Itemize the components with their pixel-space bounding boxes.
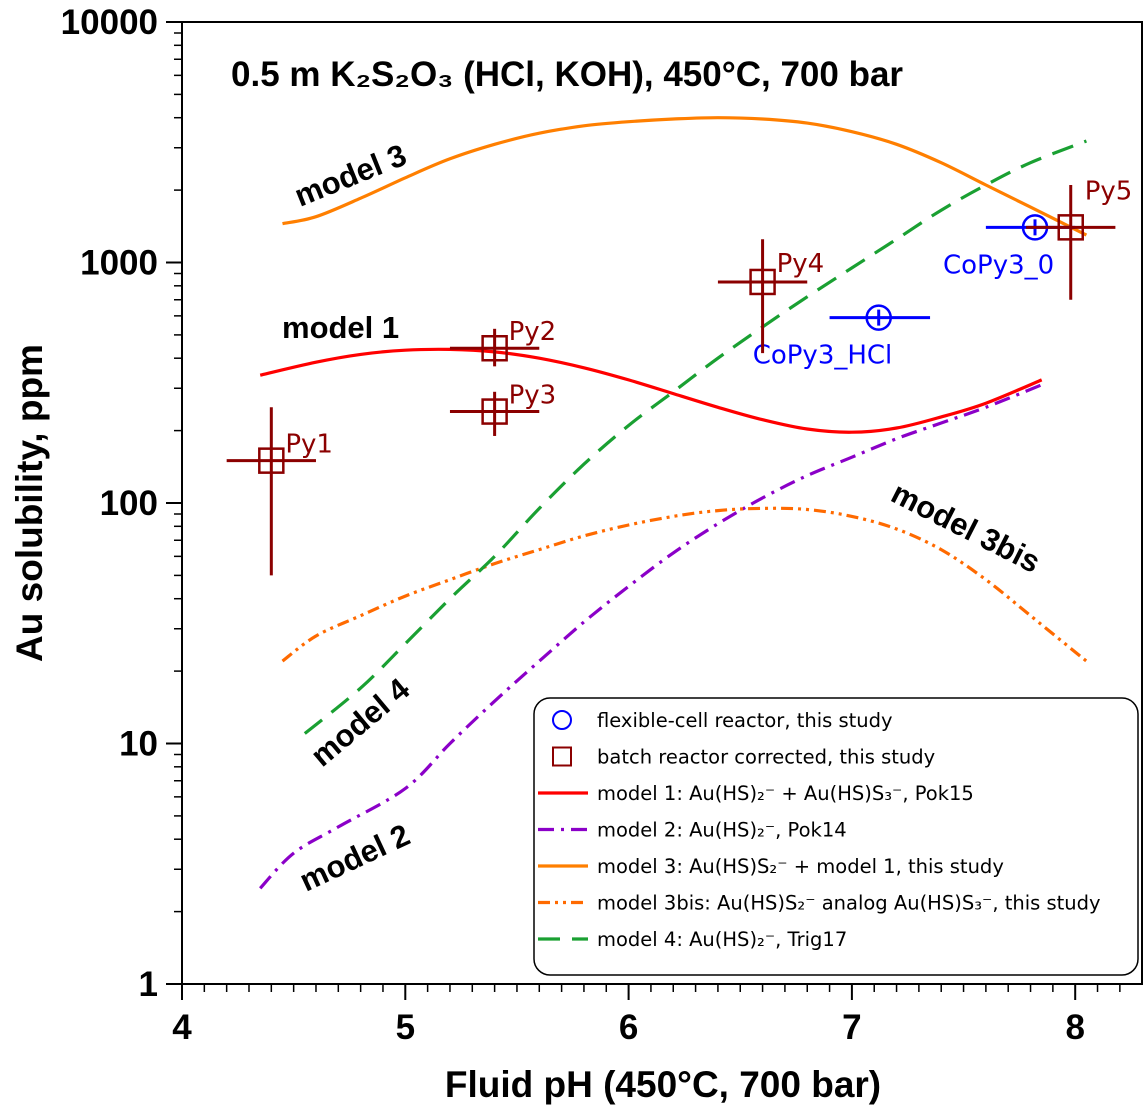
x-tick-label: 7	[842, 1008, 861, 1047]
x-tick-label: 4	[172, 1008, 192, 1047]
legend: flexible-cell reactor, this study batch r…	[533, 697, 1139, 976]
curve-model-3bis	[281, 506, 1088, 663]
x-tick-label: 8	[1065, 1008, 1084, 1047]
legend-entry: flexible-cell reactor, this study	[552, 709, 893, 732]
legend-label: batch reactor corrected, this study	[597, 746, 935, 769]
x-tick-label: 6	[619, 1008, 638, 1047]
point-marker-square	[481, 334, 508, 362]
legend-label: model 1: Au(HS)₂⁻ + Au(HS)S₃⁻, Pok15	[597, 782, 974, 805]
point-label: CoPy3_HCl	[753, 341, 893, 371]
y-tick-label: 10	[119, 725, 158, 764]
y-tick-label: 1	[139, 965, 158, 1004]
x-axis-label: Fluid pH (450°C, 700 bar)	[445, 1064, 881, 1105]
legend-entry: model 3: Au(HS)S₂⁻ + model 1, this study	[538, 855, 1004, 878]
y-tick-label: 10000	[61, 3, 158, 42]
curve-model-1	[259, 347, 1043, 434]
legend-entry: batch reactor corrected, this study	[552, 746, 935, 769]
x-tick-label: 5	[396, 1008, 415, 1047]
point-label: Py1	[285, 430, 333, 460]
point-marker-square	[1057, 214, 1084, 241]
curve-label: model 1	[282, 310, 399, 345]
data-points: CoPy3_0 CoPy3_HCl Py1 Py2 Py3 Py4 Py5	[226, 176, 1133, 576]
point-marker-square	[481, 398, 508, 425]
point-marker-circle	[865, 304, 892, 331]
y-tick-label: 1000	[80, 244, 158, 283]
legend-symbol-circle	[552, 710, 572, 730]
data-point: Py5	[1026, 176, 1133, 300]
point-label: Py5	[1085, 176, 1133, 206]
point-label: Py4	[777, 249, 825, 279]
data-point: Py3	[449, 381, 557, 436]
data-point: Py1	[226, 407, 333, 576]
legend-entry: model 4: Au(HS)₂⁻, Trig17	[538, 928, 847, 951]
curve-model-3	[282, 116, 1088, 237]
legend-label: model 4: Au(HS)₂⁻, Trig17	[597, 928, 847, 951]
legend-box	[533, 697, 1139, 976]
legend-entry: model 2: Au(HS)₂⁻, Pok14	[538, 819, 847, 842]
chart-title: 0.5 m K₂S₂O₃ (HCl, KOH), 450°C, 700 bar	[231, 55, 903, 94]
curve-model-4	[303, 139, 1087, 735]
legend-label: model 3bis: Au(HS)S₂⁻ analog Au(HS)S₃⁻, …	[597, 892, 1101, 915]
legend-label: model 2: Au(HS)₂⁻, Pok14	[597, 819, 847, 842]
point-marker-square	[258, 447, 285, 474]
y-tick-label: 100	[100, 484, 158, 523]
point-label: Py3	[509, 381, 557, 411]
point-label: Py2	[509, 317, 557, 347]
legend-label: flexible-cell reactor, this study	[597, 709, 893, 732]
legend-label: model 3: Au(HS)S₂⁻ + model 1, this study	[597, 855, 1004, 878]
data-point: Py4	[717, 239, 825, 354]
legend-entry: model 3bis: Au(HS)S₂⁻ analog Au(HS)S₃⁻, …	[538, 892, 1101, 915]
point-label: CoPy3_0	[943, 250, 1054, 280]
data-point: Py2	[449, 317, 557, 367]
point-marker-square	[749, 268, 776, 296]
curve-model-2	[259, 383, 1043, 890]
legend-entry: model 1: Au(HS)₂⁻ + Au(HS)S₃⁻, Pok15	[538, 782, 974, 805]
model-curves	[259, 116, 1088, 890]
data-point: CoPy3_HCl	[753, 304, 931, 371]
y-axis-label: Au solubility, ppm	[9, 344, 50, 662]
legend-symbol-square	[552, 746, 572, 767]
axes: 4 5 6 7 8 1 10 100 1000 10000	[61, 3, 1121, 1047]
